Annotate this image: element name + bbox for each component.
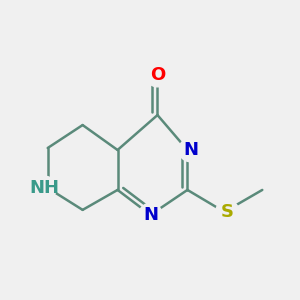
Circle shape	[216, 200, 239, 224]
Text: S: S	[221, 203, 234, 221]
Circle shape	[179, 138, 202, 162]
Circle shape	[33, 176, 56, 200]
Text: O: O	[150, 66, 165, 84]
Circle shape	[139, 203, 162, 226]
Text: N: N	[183, 141, 198, 159]
Text: N: N	[143, 206, 158, 224]
Text: NH: NH	[30, 179, 60, 197]
Circle shape	[146, 64, 169, 87]
